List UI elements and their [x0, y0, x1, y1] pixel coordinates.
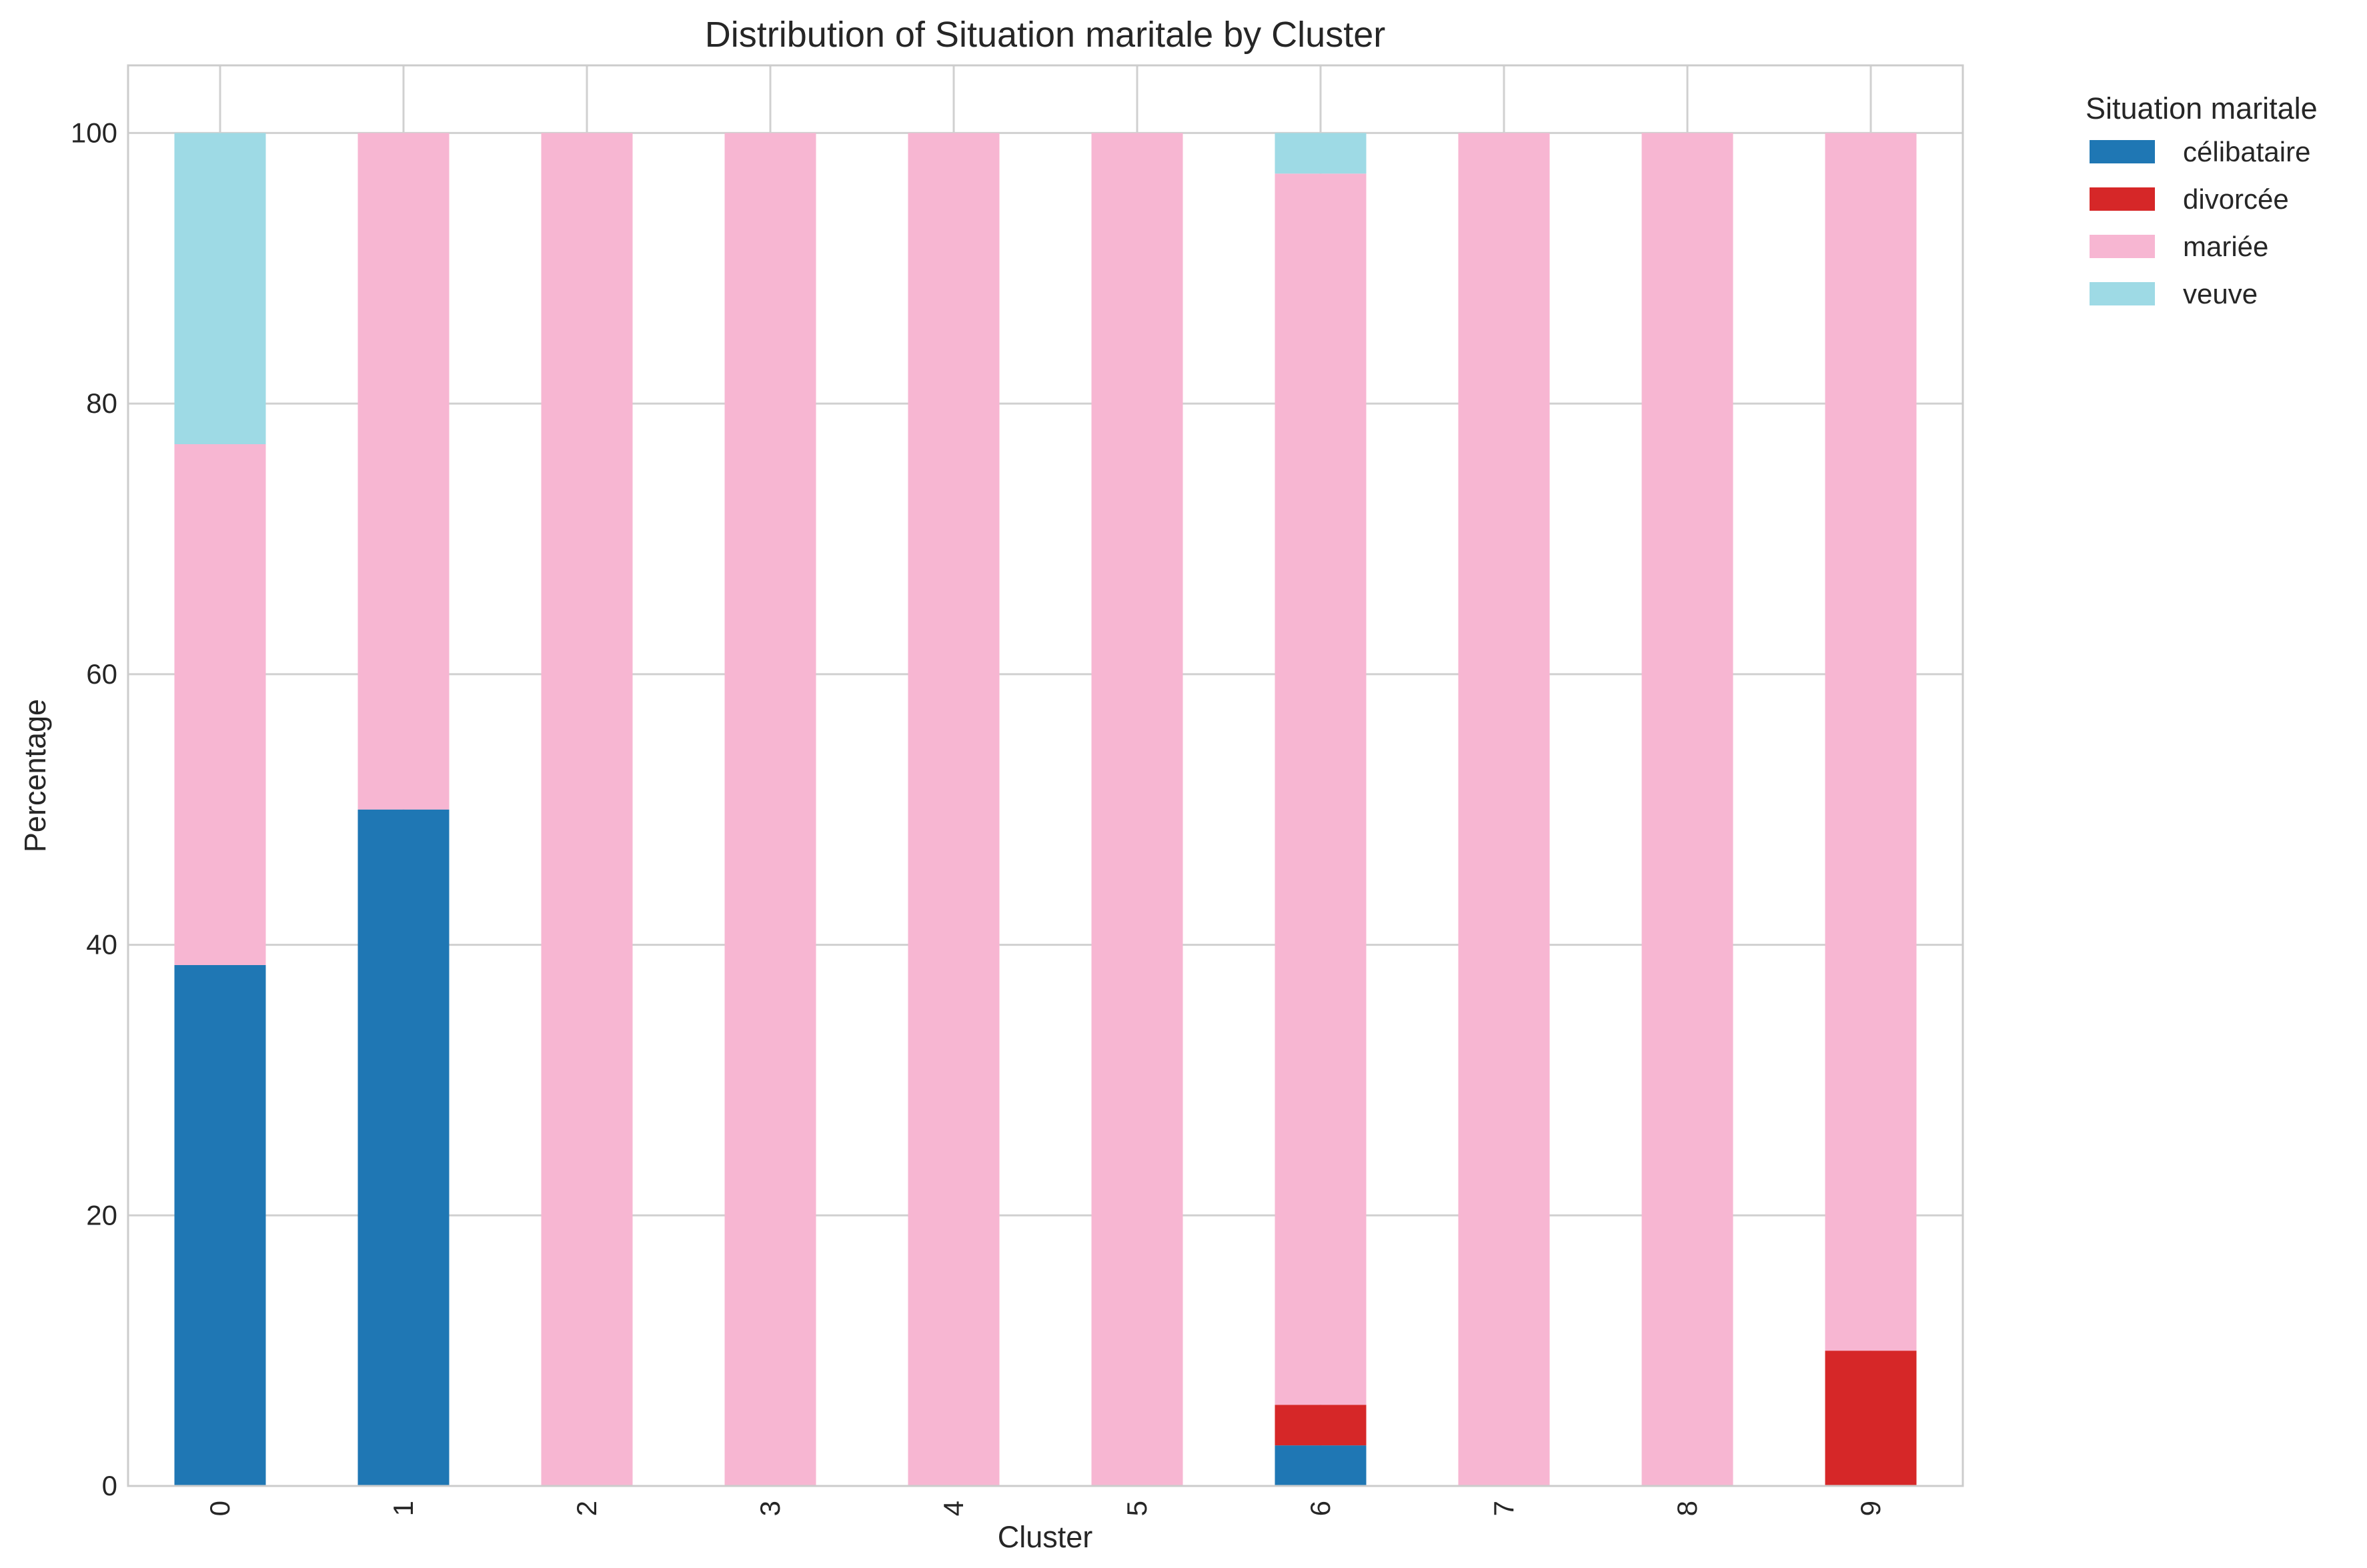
- legend-swatch: [2090, 282, 2155, 305]
- bar-segment: [1458, 133, 1550, 1486]
- legend-title: Situation maritale: [2086, 91, 2318, 125]
- x-tick-label: 5: [1121, 1501, 1152, 1516]
- y-tick-label: 100: [71, 117, 117, 148]
- legend-label: divorcée: [2183, 183, 2289, 215]
- plot-frame: [127, 64, 1964, 1487]
- x-tick-label: 4: [938, 1501, 969, 1516]
- bar-segment: [1825, 1351, 1917, 1486]
- bar-segment: [174, 444, 266, 965]
- chart-title: Distribution of Situation maritale by Cl…: [705, 15, 1385, 55]
- x-tick-label: 0: [204, 1501, 235, 1516]
- y-tick-label: 40: [86, 929, 117, 960]
- legend-swatch: [2090, 140, 2155, 163]
- legend-swatch: [2090, 235, 2155, 258]
- y-tick-label: 60: [86, 658, 117, 690]
- bar-segment: [908, 133, 1000, 1486]
- legend-label: célibataire: [2183, 136, 2310, 167]
- x-tick-label: 3: [754, 1501, 786, 1516]
- y-axis-label: Percentage: [18, 699, 52, 852]
- bar-segment: [1641, 133, 1733, 1486]
- bar-segment: [174, 965, 266, 1486]
- y-tick-label: 20: [86, 1199, 117, 1231]
- bar-segment: [357, 809, 450, 1486]
- bars: [174, 133, 1917, 1486]
- x-tick-label: 1: [387, 1501, 419, 1516]
- bar-segment: [1275, 133, 1367, 174]
- bar-segment: [174, 133, 266, 444]
- x-tick-label: 8: [1671, 1501, 1703, 1516]
- bar-segment: [1275, 1405, 1367, 1446]
- bar-segment: [357, 133, 450, 810]
- bar-segment: [541, 133, 633, 1486]
- x-tick-label: 6: [1305, 1501, 1336, 1516]
- bar-segment: [1825, 133, 1917, 1351]
- bar-segment: [1091, 133, 1183, 1486]
- x-tick-label: 2: [571, 1501, 602, 1516]
- x-tick-label: 7: [1488, 1501, 1519, 1516]
- x-tick-label: 9: [1855, 1501, 1886, 1516]
- legend-label: mariée: [2183, 231, 2268, 262]
- y-tick-label: 0: [102, 1470, 117, 1501]
- bar-segment: [1275, 1445, 1367, 1486]
- x-axis-label: Cluster: [998, 1520, 1093, 1554]
- y-tick-label: 80: [86, 387, 117, 419]
- bar-segment: [1275, 173, 1367, 1405]
- legend-label: veuve: [2183, 278, 2258, 309]
- legend-swatch: [2090, 187, 2155, 211]
- y-tick-labels: 0 20 40 60 80 100: [71, 117, 117, 1501]
- bar-segment: [724, 133, 816, 1486]
- legend-items: célibataire divorcée mariée veuve: [2090, 136, 2310, 309]
- legend: Situation maritale célibataire divorcée ma…: [2086, 91, 2318, 309]
- x-tick-labels: 0 1 2 3 4 5 6 7 8 9: [204, 1501, 1886, 1516]
